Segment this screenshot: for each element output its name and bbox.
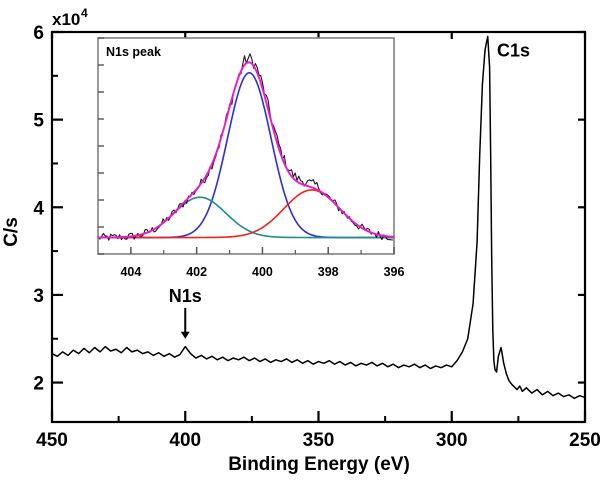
- y-tick-label: 5: [33, 111, 44, 132]
- n1s-inset: 404 402 400 398 396 N1s peak: [97, 37, 404, 286]
- annotation-arrow-head: [180, 331, 190, 339]
- inset-x-tick-label: 396: [384, 265, 405, 279]
- n1s-peak-label: N1s: [169, 286, 202, 306]
- inset-fit-curves: [97, 53, 395, 241]
- inset-x-tick-label: 400: [252, 265, 273, 279]
- y-tick-label: 6: [33, 23, 44, 44]
- inset-background: [98, 38, 394, 286]
- x-tick-label: 450: [36, 430, 68, 451]
- inset-fit-envelope: [97, 61, 395, 239]
- y-axis-title: C/s: [1, 217, 22, 247]
- y-tick-label: 4: [33, 198, 44, 219]
- x-axis-title: Binding Energy (eV): [228, 454, 410, 475]
- inset-x-tick-label: 398: [318, 265, 339, 279]
- c1s-peak-label: C1s: [497, 41, 530, 61]
- x-tick-label: 400: [169, 430, 201, 451]
- x-tick-label: 350: [303, 430, 335, 451]
- main-tick-labels: 450 400 350 300 250 2 3 4 5 6: [33, 23, 600, 451]
- y-multiplier-label: x10: [52, 10, 80, 29]
- spectrum-trace-group: [51, 35, 586, 400]
- y-tick-label: 3: [33, 286, 44, 307]
- y-multiplier-exponent: 4: [81, 6, 88, 20]
- inset-axis-ticks: [98, 37, 395, 255]
- peak-annotations: C1s N1s: [169, 41, 530, 339]
- x-tick-label: 250: [569, 430, 601, 451]
- spectrum-trace: [51, 35, 586, 400]
- y-tick-label: 2: [33, 374, 44, 395]
- inset-x-tick-label: 402: [186, 265, 207, 279]
- inset-title: N1s peak: [106, 45, 161, 59]
- inset-x-tick-label: 404: [120, 265, 141, 279]
- inset-tick-labels: 404 402 400 398 396: [120, 265, 404, 279]
- x-tick-label: 300: [436, 430, 468, 451]
- main-axis-ticks: [50, 30, 587, 422]
